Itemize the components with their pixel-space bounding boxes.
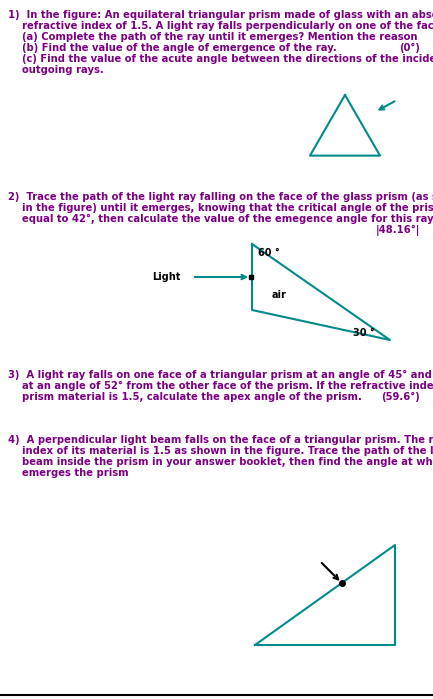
Text: equal to 42°, then calculate the value of the emegence angle for this ray.: equal to 42°, then calculate the value o… — [8, 214, 433, 224]
Text: (c) Find the value of the acute angle between the directions of the incident and: (c) Find the value of the acute angle be… — [8, 54, 433, 64]
Text: |48.16°|: |48.16°| — [375, 225, 420, 236]
Text: 30 °: 30 ° — [353, 328, 375, 338]
Text: index of its material is 1.5 as shown in the figure. Trace the path of the light: index of its material is 1.5 as shown in… — [8, 446, 433, 456]
Text: air: air — [272, 290, 287, 300]
Text: (0°): (0°) — [399, 43, 420, 53]
Text: Light: Light — [152, 272, 181, 282]
Bar — [249, 275, 253, 279]
Text: 4)  A perpendicular light beam falls on the face of a triangular prism. The refr: 4) A perpendicular light beam falls on t… — [8, 435, 433, 445]
Text: in the figure) until it emerges, knowing that the critical angle of the prism is: in the figure) until it emerges, knowing… — [8, 203, 433, 213]
Text: 60 °: 60 ° — [258, 248, 280, 258]
Text: (59.6°): (59.6°) — [381, 392, 420, 402]
Text: (b) Find the value of the angle of emergence of the ray.: (b) Find the value of the angle of emerg… — [8, 43, 337, 53]
Text: refractive index of 1.5. A light ray falls perpendicularly on one of the faces.: refractive index of 1.5. A light ray fal… — [8, 21, 433, 31]
Text: prism material is 1.5, calculate the apex angle of the prism.: prism material is 1.5, calculate the ape… — [8, 392, 362, 402]
Text: 1)  In the figure: An equilateral triangular prism made of glass with an absolut: 1) In the figure: An equilateral triangu… — [8, 10, 433, 20]
Text: emerges the prism: emerges the prism — [8, 468, 129, 478]
Text: 2)  Trace the path of the light ray falling on the face of the glass prism (as s: 2) Trace the path of the light ray falli… — [8, 192, 433, 202]
Text: (a) Complete the path of the ray until it emerges? Mention the reason: (a) Complete the path of the ray until i… — [8, 32, 417, 42]
Text: outgoing rays.: outgoing rays. — [8, 65, 104, 75]
Text: 3)  A light ray falls on one face of a triangular prism at an angle of 45° and e: 3) A light ray falls on one face of a tr… — [8, 370, 433, 380]
Text: beam inside the prism in your answer booklet, then find the angle at which it: beam inside the prism in your answer boo… — [8, 457, 433, 467]
Text: at an angle of 52° from the other face of the prism. If the refractive index of : at an angle of 52° from the other face o… — [8, 381, 433, 391]
